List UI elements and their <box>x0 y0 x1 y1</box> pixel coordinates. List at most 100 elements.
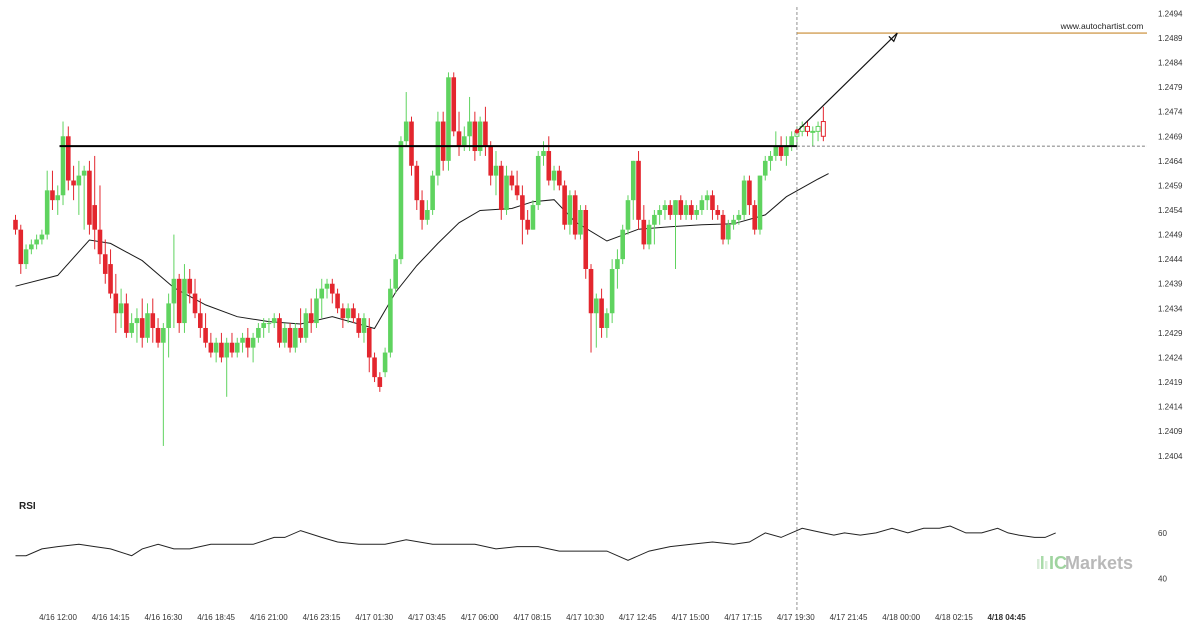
candle-body <box>234 342 240 353</box>
price-tick-label: 1.2414 <box>1158 403 1183 412</box>
candle-body <box>266 323 272 325</box>
candle <box>208 332 214 358</box>
candle <box>398 136 404 265</box>
candle-body <box>456 131 462 147</box>
candle <box>567 190 573 235</box>
candle <box>261 318 266 338</box>
candle <box>425 200 430 225</box>
candle-body <box>773 146 779 156</box>
candle <box>557 165 562 191</box>
time-tick-label: 4/17 03:45 <box>408 613 446 622</box>
candle-body <box>514 185 520 196</box>
candle <box>778 136 784 161</box>
candle-body <box>652 214 657 225</box>
candle-body <box>504 175 509 211</box>
candle <box>97 185 103 265</box>
broker-logo: IC Markets <box>1037 553 1133 573</box>
candle-body <box>245 337 251 348</box>
candle-body <box>820 121 826 137</box>
candle <box>630 160 636 220</box>
candle <box>467 96 472 152</box>
candle-body <box>219 342 224 358</box>
candle-body <box>92 205 97 230</box>
candle-body <box>314 298 319 324</box>
forecast-arrow-line <box>796 32 898 132</box>
candle-body <box>741 180 747 215</box>
logo-ic: IC <box>1049 553 1067 573</box>
candle <box>694 205 699 220</box>
logo-markets: Markets <box>1065 553 1133 573</box>
candle <box>762 155 768 181</box>
candle-body <box>398 141 404 260</box>
candle <box>351 303 356 324</box>
candle <box>683 200 689 220</box>
candle-body <box>287 327 293 348</box>
price-tick-label: 1.2439 <box>1158 280 1183 289</box>
candle-body <box>250 337 256 348</box>
price-tick-label: 1.2479 <box>1158 83 1183 92</box>
candle-body <box>277 318 282 343</box>
candle-body <box>60 136 66 196</box>
candle-body <box>39 234 45 240</box>
candle <box>393 254 398 294</box>
candle <box>335 288 340 314</box>
candle-body <box>789 136 794 147</box>
candle-body <box>662 205 668 211</box>
candle-body <box>71 180 76 186</box>
candle <box>134 308 140 343</box>
candle <box>60 121 66 206</box>
candle-body <box>562 185 567 225</box>
time-tick-label: 4/17 21:45 <box>830 613 868 622</box>
price-tick-label: 1.2404 <box>1158 452 1183 461</box>
candle <box>271 313 277 328</box>
candle-body <box>641 219 647 245</box>
pattern-overlay: www.autochartist.com <box>59 7 1147 610</box>
candle-body <box>50 190 55 201</box>
candle <box>720 210 726 245</box>
candle <box>176 273 182 333</box>
candle <box>282 323 288 348</box>
candle-body <box>673 200 678 215</box>
candle <box>652 210 657 245</box>
candle-body <box>203 327 208 343</box>
candle-body <box>525 219 530 230</box>
candle-body <box>530 205 536 230</box>
candle <box>150 298 156 343</box>
candle <box>171 234 177 328</box>
candle-body <box>166 303 171 328</box>
candle-body <box>509 175 515 186</box>
candle <box>182 264 187 333</box>
price-tick-label: 1.2489 <box>1158 34 1183 43</box>
candle-body <box>182 278 187 324</box>
candle-body <box>271 318 277 324</box>
candle <box>704 190 710 211</box>
candle <box>594 293 599 348</box>
candle <box>440 111 446 171</box>
candle <box>578 205 583 240</box>
candle <box>699 195 705 215</box>
price-tick-label: 1.2444 <box>1158 255 1183 264</box>
candle-body <box>403 121 409 142</box>
candle <box>646 219 652 250</box>
candle-body <box>784 146 789 156</box>
candle <box>678 195 684 220</box>
candle <box>298 308 303 343</box>
candle <box>620 224 625 265</box>
candle-body <box>155 327 161 343</box>
candle-body <box>615 259 620 269</box>
candle <box>483 106 488 156</box>
candle-body <box>118 303 124 314</box>
candle <box>604 308 610 338</box>
candle <box>514 170 520 201</box>
candle-body <box>113 293 119 314</box>
price-tick-label: 1.2449 <box>1158 231 1183 240</box>
candle-body <box>678 200 684 215</box>
candle <box>667 200 673 220</box>
candle <box>13 214 18 235</box>
candle-body <box>815 125 821 132</box>
candle <box>108 249 113 299</box>
candle <box>789 131 794 152</box>
time-tick-label: 4/16 16:30 <box>144 613 182 622</box>
candle-body <box>150 313 156 328</box>
candle <box>657 205 662 225</box>
